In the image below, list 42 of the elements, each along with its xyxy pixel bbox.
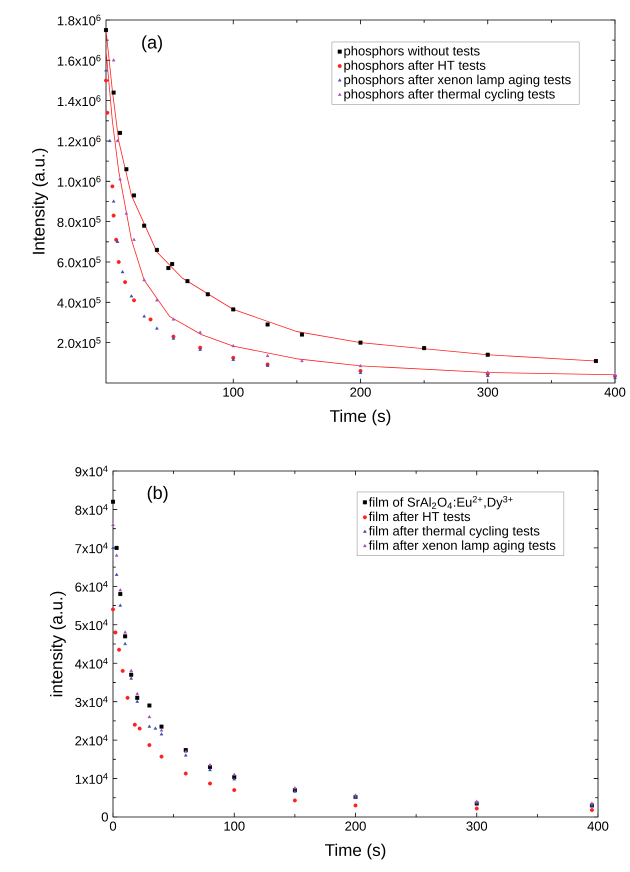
y-tick-label: 2.0x10$^{5}$	[58, 337, 101, 348]
legend-label: film after xenon lamp aging tests	[368, 540, 556, 552]
y-tick-label: 3x10$^{4}$	[75, 696, 108, 708]
legend-label: film after HT tests	[368, 512, 470, 522]
x-axis-title: Time (s)	[330, 410, 390, 426]
y-tick-label: 5x10$^{4}$	[75, 619, 108, 630]
legend-label: film of SrAl$_{2}$O$_{4}$:Eu$^{2+}$,Dy$^{3+}$	[368, 496, 513, 510]
y-tick-label: 1.4x10$^{6}$	[58, 95, 101, 106]
y-tick-label: 1.6x10$^{6}$	[58, 54, 101, 66]
annotation: (a)	[142, 35, 162, 52]
x-tick-label: 100	[223, 388, 244, 397]
x-tick-label: 200	[345, 822, 366, 831]
y-tick-label: 4.0x10$^{5}$	[57, 296, 101, 308]
y-tick-label: 9x10$^{4}$	[75, 466, 108, 476]
y-tick-label: 0	[102, 812, 108, 822]
x-tick-label: 400	[604, 388, 626, 397]
legend-label: phosphors without tests	[344, 46, 480, 58]
y-tick-label: 6x10$^{4}$	[75, 580, 108, 592]
legend-label: film after thermal cycling tests	[368, 526, 540, 538]
legend-label: phosphors after HT tests	[344, 60, 486, 72]
x-tick-label: 400	[587, 822, 608, 831]
y-axis-title: intensity (a.u.)	[50, 592, 66, 696]
x-tick-label: 300	[477, 388, 498, 397]
y-tick-label: 8x10$^{4}$	[75, 504, 108, 515]
y-tick-label: 1.8x10$^{6}$	[58, 14, 101, 26]
x-tick-label: 0	[110, 822, 116, 831]
y-tick-label: 6.0x10$^{5}$	[58, 256, 101, 268]
y-tick-label: 4x10$^{4}$	[75, 658, 108, 669]
x-axis-title: Time (s)	[325, 844, 386, 860]
y-tick-label: 8.0x10$^{5}$	[57, 216, 101, 228]
y-axis-title: Intensity (a.u.)	[32, 148, 48, 254]
legend-label: phosphors after xenon lamp aging tests	[344, 74, 571, 87]
y-tick-label: 1.0x10$^{6}$	[58, 176, 101, 187]
x-tick-label: 200	[350, 388, 371, 397]
y-tick-label: 2x10$^{4}$	[75, 734, 108, 746]
y-tick-label: 1x10$^{4}$	[76, 773, 108, 784]
y-tick-label: 1.2x10$^{6}$	[58, 136, 101, 146]
annotation: (b)	[148, 486, 168, 503]
y-tick-label: 7x10$^{4}$	[75, 542, 108, 554]
legend-label: phosphors after thermal cycling tests	[344, 89, 555, 102]
x-tick-label: 300	[466, 822, 488, 831]
x-tick-label: 100	[224, 822, 245, 831]
